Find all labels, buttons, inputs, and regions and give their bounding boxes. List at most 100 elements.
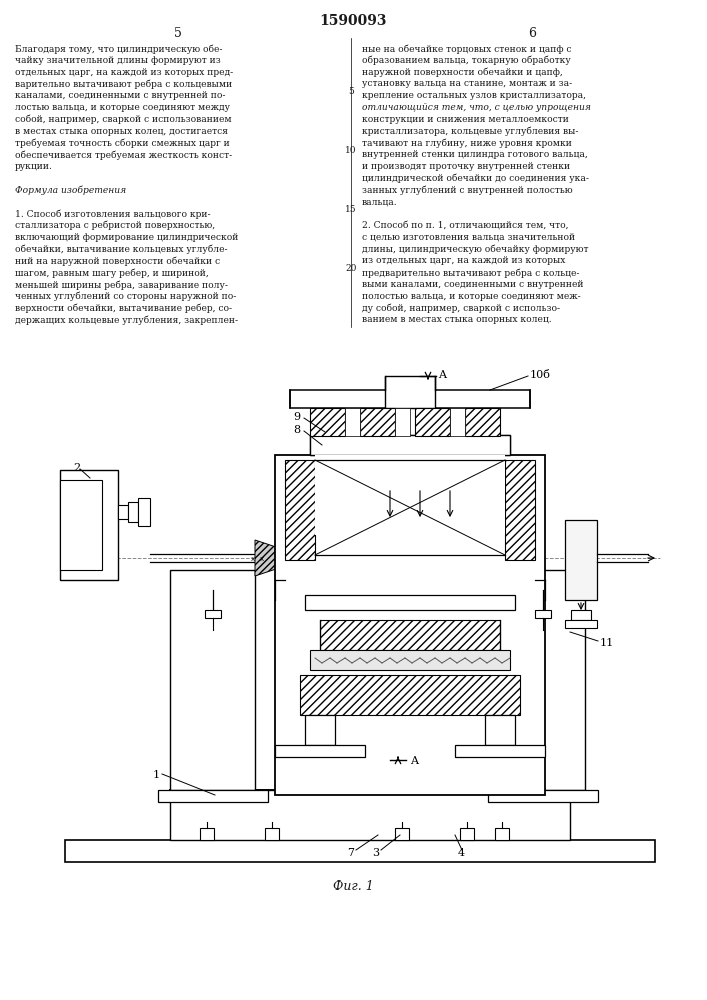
- Bar: [345, 408, 360, 436]
- Text: цилиндрической обечайки до соединения ука-: цилиндрической обечайки до соединения ук…: [362, 174, 589, 183]
- Text: рукции.: рукции.: [15, 162, 53, 171]
- Bar: [310, 435, 510, 455]
- Bar: [395, 408, 410, 436]
- Text: ванием в местах стыка опорных колец.: ванием в местах стыка опорных колец.: [362, 315, 551, 324]
- Text: 10: 10: [345, 146, 357, 155]
- Text: обечайки, вытачивание кольцевых углубле-: обечайки, вытачивание кольцевых углубле-: [15, 245, 228, 254]
- Bar: [200, 828, 214, 840]
- Text: ний на наружной поверхности обечайки с: ний на наружной поверхности обечайки с: [15, 256, 220, 266]
- Text: ду собой, например, сваркой с использо-: ду собой, например, сваркой с использо-: [362, 304, 560, 313]
- Text: Благодаря тому, что цилиндрическую обе-: Благодаря тому, что цилиндрическую обе-: [15, 44, 223, 53]
- Text: 5: 5: [348, 87, 354, 96]
- Bar: [305, 715, 335, 745]
- Text: внутренней стенки цилиндра готового вальца,: внутренней стенки цилиндра готового валь…: [362, 150, 588, 159]
- Bar: [485, 715, 515, 745]
- Text: 4: 4: [458, 848, 465, 858]
- Bar: [60, 470, 118, 580]
- Text: 15: 15: [345, 205, 357, 214]
- Text: 20: 20: [345, 264, 357, 273]
- Bar: [500, 570, 585, 790]
- Text: каналами, соединенными с внутренней по-: каналами, соединенными с внутренней по-: [15, 91, 226, 100]
- Text: держащих кольцевые углубления, закреплен-: держащих кольцевые углубления, закреплен…: [15, 315, 238, 325]
- Text: отличающийся тем, что, с целью упрощения: отличающийся тем, что, с целью упрощения: [362, 103, 591, 112]
- Text: вальца.: вальца.: [362, 197, 397, 206]
- Bar: [285, 460, 315, 560]
- Bar: [565, 620, 597, 628]
- Text: 11: 11: [600, 638, 614, 648]
- Text: длины, цилиндрическую обечайку формируют: длины, цилиндрическую обечайку формируют: [362, 245, 588, 254]
- Bar: [565, 520, 597, 600]
- Bar: [158, 790, 268, 802]
- Bar: [205, 610, 221, 618]
- Bar: [488, 790, 598, 802]
- Polygon shape: [255, 540, 285, 576]
- Text: с целью изготовления вальца значительной: с целью изготовления вальца значительной: [362, 233, 575, 242]
- Bar: [305, 595, 515, 610]
- Bar: [265, 828, 279, 840]
- Bar: [65, 840, 655, 862]
- Text: 1590093: 1590093: [320, 14, 387, 28]
- Text: требуемая точность сборки смежных царг и: требуемая точность сборки смежных царг и: [15, 138, 230, 148]
- Text: A: A: [438, 370, 446, 380]
- Text: 1: 1: [153, 770, 160, 780]
- Bar: [310, 408, 345, 436]
- Text: полостью вальца, и которые соединяют меж-: полостью вальца, и которые соединяют меж…: [362, 292, 580, 301]
- Text: конструкции и снижения металлоемкости: конструкции и снижения металлоемкости: [362, 115, 569, 124]
- Text: включающий формирование цилиндрической: включающий формирование цилиндрической: [15, 233, 238, 242]
- Text: A: A: [410, 756, 418, 766]
- Text: крепление остальных узлов кристаллизатора,: крепление остальных узлов кристаллизатор…: [362, 91, 586, 100]
- Text: отдельных царг, на каждой из которых пред-: отдельных царг, на каждой из которых пре…: [15, 68, 233, 77]
- Bar: [360, 408, 395, 436]
- Text: сталлизатора с ребристой поверхностью,: сталлизатора с ребристой поверхностью,: [15, 221, 215, 231]
- Text: образованием вальца, токарную обработку: образованием вальца, токарную обработку: [362, 56, 571, 65]
- Text: варительно вытачивают ребра с кольцевыми: варительно вытачивают ребра с кольцевыми: [15, 79, 233, 89]
- Text: 10б: 10б: [530, 370, 551, 380]
- Text: верхности обечайки, вытачивание ребер, со-: верхности обечайки, вытачивание ребер, с…: [15, 304, 232, 313]
- Text: шагом, равным шагу ребер, и шириной,: шагом, равным шагу ребер, и шириной,: [15, 268, 209, 278]
- Text: Формула изобретения: Формула изобретения: [15, 186, 126, 195]
- Text: выми каналами, соединенными с внутренней: выми каналами, соединенными с внутренней: [362, 280, 583, 289]
- Bar: [505, 460, 535, 560]
- Text: 8: 8: [293, 425, 300, 435]
- Text: наружной поверхности обечайки и цапф,: наружной поверхности обечайки и цапф,: [362, 68, 563, 77]
- Text: лостью вальца, и которые соединяют между: лостью вальца, и которые соединяют между: [15, 103, 230, 112]
- Bar: [571, 610, 591, 620]
- Bar: [495, 828, 509, 840]
- Text: и производят проточку внутренней стенки: и производят проточку внутренней стенки: [362, 162, 570, 171]
- Text: 6: 6: [528, 27, 536, 40]
- Bar: [118, 505, 128, 519]
- Text: ные на обечайке торцовых стенок и цапф с: ные на обечайке торцовых стенок и цапф с: [362, 44, 571, 53]
- Text: 3: 3: [372, 848, 379, 858]
- Text: 2. Способ по п. 1, отличающийся тем, что,: 2. Способ по п. 1, отличающийся тем, что…: [362, 221, 568, 230]
- Text: занных углублений с внутренней полостью: занных углублений с внутренней полостью: [362, 186, 573, 195]
- Text: чайку значительной длины формируют из: чайку значительной длины формируют из: [15, 56, 221, 65]
- Text: собой, например, сваркой с использованием: собой, например, сваркой с использование…: [15, 115, 232, 124]
- Bar: [300, 675, 520, 715]
- Text: тачивают на глубину, ниже уровня кромки: тачивают на глубину, ниже уровня кромки: [362, 138, 572, 148]
- Text: Фиг. 1: Фиг. 1: [332, 880, 373, 893]
- Text: предварительно вытачивают ребра с кольце-: предварительно вытачивают ребра с кольце…: [362, 268, 580, 278]
- Bar: [60, 480, 102, 570]
- Text: 2: 2: [73, 463, 80, 473]
- Bar: [460, 828, 474, 840]
- Bar: [320, 620, 500, 650]
- Bar: [465, 408, 500, 436]
- Bar: [535, 610, 551, 618]
- Bar: [275, 745, 365, 757]
- Text: x: x: [260, 556, 264, 562]
- Text: в местах стыка опорных колец, достигается: в местах стыка опорных колец, достигаетс…: [15, 127, 228, 136]
- Bar: [128, 502, 138, 522]
- Text: 5: 5: [174, 27, 182, 40]
- Text: кристаллизатора, кольцевые углублевия вы-: кристаллизатора, кольцевые углублевия вы…: [362, 127, 578, 136]
- Bar: [138, 498, 150, 526]
- Text: ченных углублений со стороны наружной по-: ченных углублений со стороны наружной по…: [15, 292, 236, 301]
- Bar: [275, 455, 545, 795]
- Bar: [315, 455, 505, 535]
- Text: 1. Способ изготовления вальцового кри-: 1. Способ изготовления вальцового кри-: [15, 209, 211, 219]
- Text: установку вальца на станине, монтаж и за-: установку вальца на станине, монтаж и за…: [362, 79, 572, 88]
- Bar: [310, 650, 510, 670]
- Text: из отдельных царг, на каждой из которых: из отдельных царг, на каждой из которых: [362, 256, 566, 265]
- Bar: [450, 408, 465, 436]
- Bar: [170, 790, 570, 840]
- Text: x: x: [251, 556, 255, 562]
